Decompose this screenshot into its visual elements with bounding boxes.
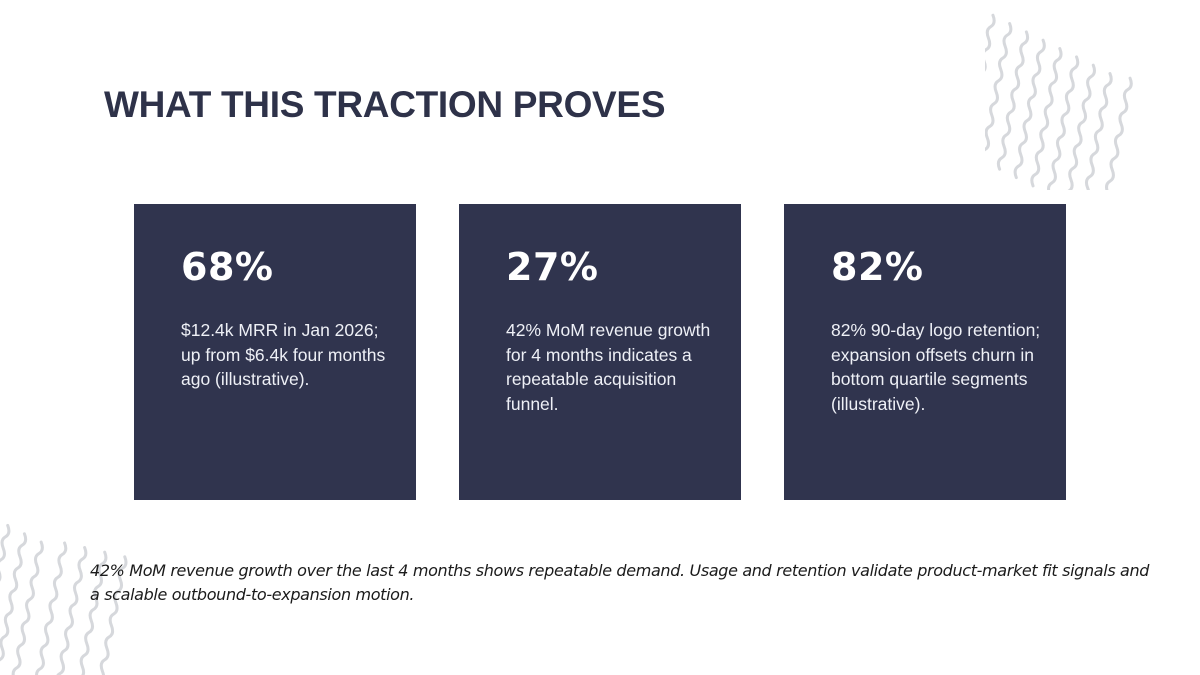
slide-title: WHAT THIS TRACTION PROVES (104, 84, 666, 125)
stat-card-growth: 27% 42% MoM revenue growth for 4 months … (459, 204, 741, 500)
stat-description: 42% MoM revenue growth for 4 months indi… (506, 320, 711, 414)
stat-description: 82% 90-day logo retention; expansion off… (831, 320, 1041, 414)
summary-text: 42% MoM revenue growth over the last 4 m… (90, 561, 1150, 604)
wave-pattern-decoration-top-right (985, 13, 1186, 190)
stat-card-mrr: 68% $12.4k MRR in Jan 2026; up from $6.4… (134, 204, 416, 500)
stat-description: $12.4k MRR in Jan 2026; up from $6.4k fo… (181, 320, 386, 389)
stat-value: 82% (831, 245, 924, 289)
stat-value: 27% (506, 245, 599, 289)
stat-card-retention: 82% 82% 90-day logo retention; expansion… (784, 204, 1066, 500)
stat-value: 68% (181, 245, 274, 289)
